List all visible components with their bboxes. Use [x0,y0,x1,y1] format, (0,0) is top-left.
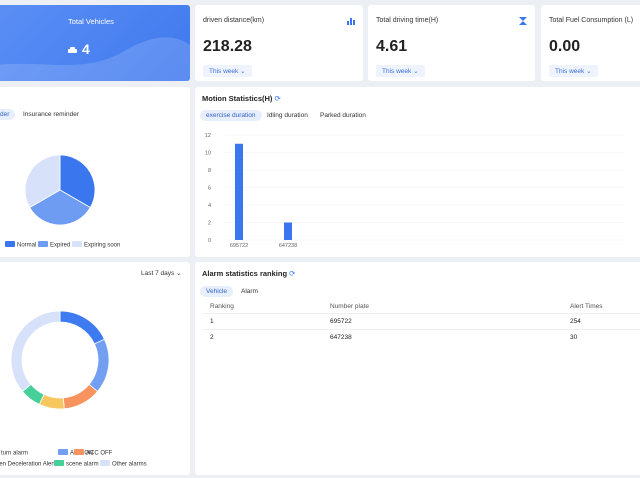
tab[interactable]: der [0,109,16,120]
hourglass-icon [519,17,527,25]
y-tick-label: 2 [208,221,211,227]
row-divider [203,329,640,330]
legend-label: den Deceleration Alert [0,461,55,467]
stat-card: driven distance(km) 218.28 This week ⌄ [195,5,363,81]
total-vehicles-card: Total Vehicles 4 [0,5,190,81]
column-header: Ranking [210,303,234,310]
period-label: This week [209,68,239,75]
legend-label: Expiring soon [84,242,120,248]
slice [29,189,91,226]
tab[interactable]: Vehicle [200,286,233,297]
tab[interactable]: exercise duration [200,110,262,121]
legend-marker [58,449,68,455]
legend-label: ACC OFF [86,450,113,456]
column-header: Number plate [330,303,370,310]
x-tick-label: 695722 [230,243,248,249]
legend-label: scene alarm [66,461,99,467]
table-cell: 647238 [330,334,352,341]
card-title: Total Fuel Consumption (L) [549,17,634,24]
legend-marker [72,241,82,247]
card-title: Total Vehicles [68,17,114,26]
slice [59,154,96,209]
card-title: driven distance(km) [203,17,265,24]
ranking-card: Alarm statistics ranking ⟳ Vehicle Alarm… [195,262,640,475]
period-button[interactable]: This week ⌄ [376,65,425,77]
period-label: This week [555,68,585,75]
period-button[interactable]: This week ⌄ [549,65,598,77]
y-tick-label: 12 [205,133,211,139]
period-label: Last 7 days [141,270,175,277]
tab[interactable]: Insurance reminder [23,111,79,118]
legend-label: p turn alarm [0,450,28,456]
legend-label: Normal [17,242,36,248]
slice [62,383,99,410]
x-tick-label: 647238 [279,243,297,249]
legend-label: Expired [50,242,70,248]
stat-card: Total driving time(H) 4.61 This week ⌄ [368,5,535,81]
wave [0,37,190,81]
pie-chart: Normal Expired Expiring soon [5,154,120,248]
chart-icon [347,18,355,25]
car-icon [68,47,77,53]
section-title: Alarm statistics ranking ⟳ [202,269,296,278]
stat-card: Total Fuel Consumption (L) 0.00 This wee… [541,5,640,81]
bar [235,143,243,240]
card-value: 4.61 [376,38,408,55]
table-cell: 2 [210,334,214,341]
title-text: Alarm statistics ranking [202,269,288,278]
slice [88,338,110,393]
tab[interactable]: Idling duration [267,112,308,119]
period-label: This week [382,68,412,75]
period-dropdown[interactable]: Last 7 days ⌄ [141,270,182,277]
card-title: Total driving time(H) [376,17,439,24]
row-divider [203,313,640,314]
column-header: Alert Times [570,303,603,310]
tab[interactable]: Alarm [241,288,258,295]
slice [10,310,61,393]
table-cell: 695722 [330,318,352,325]
y-tick-label: 0 [208,238,211,244]
slice [59,310,105,345]
motion-card: Motion Statistics(H) ⟳ exercise duration… [195,87,640,257]
table-cell: 1 [210,318,214,325]
ranking-table: Ranking Number plate Alert Times 1 695722 254… [195,300,640,350]
legend-label: Other alarms [112,461,147,467]
card-value: 218.28 [203,38,252,55]
section-title: Motion Statistics(H) ⟳ [202,94,281,103]
y-tick-label: 4 [208,203,211,209]
table-cell: 30 [570,334,578,341]
y-tick-label: 6 [208,186,211,192]
bar [284,222,292,240]
legend-marker [54,460,64,466]
bar-chart: 0 2 4 6 8 10 12 695722 647238 [205,133,625,249]
card-value: 4 [82,41,90,57]
table-cell: 254 [570,318,581,325]
title-text: Motion Statistics(H) [202,94,273,103]
tab[interactable]: Parked duration [320,112,366,119]
period-button[interactable]: This week ⌄ [203,65,252,77]
y-tick-label: 8 [208,168,211,174]
y-tick-label: 10 [205,151,211,157]
slice [24,154,61,209]
legend-marker [38,241,48,247]
legend-marker [74,449,84,455]
card-value: 0.00 [549,38,581,55]
reminder-card: der Insurance reminder Normal Expired Expi… [0,87,190,257]
legend-marker [5,241,15,247]
legend-marker [100,460,110,466]
